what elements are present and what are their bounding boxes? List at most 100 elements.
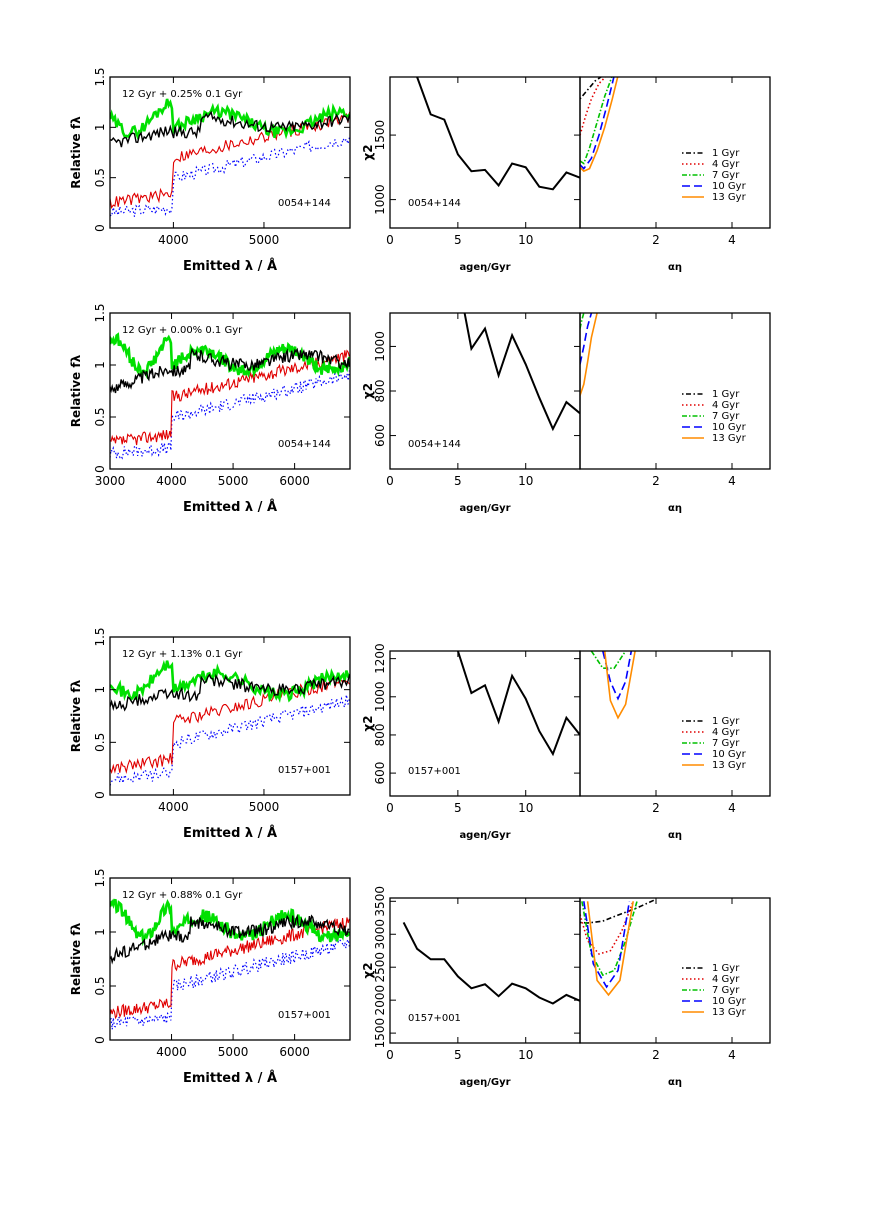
panel-spectrum: 4000 5000 6000 0 0.5 1 1.5 Emitted λ / Å Relativ… — [69, 868, 351, 1086]
x-axis-label: Emitted λ / Å — [183, 258, 277, 274]
panel-spectrum: 4000 5000 0 0.5 1 1.5 Emitted λ / Å Relative fλ… — [69, 627, 351, 841]
x-tick-label: 4000 — [158, 233, 189, 247]
y-tick-label: 0.5 — [93, 733, 107, 752]
object-label: 0157+001 — [408, 1013, 461, 1024]
legend-label: 1 Gyr — [712, 389, 740, 400]
chi2-alpha-line — [580, 77, 607, 136]
x-tick-label: 4000 — [156, 474, 187, 488]
chi2-alpha-line — [580, 898, 657, 924]
x-tick-label: 5000 — [218, 474, 249, 488]
y-tick-label: 1.5 — [93, 303, 107, 322]
object-label: 0157+001 — [278, 1010, 331, 1021]
y-tick-label: 1.5 — [93, 67, 107, 86]
y-axis-label: Relative fλ — [69, 354, 83, 427]
chi2-alpha-line — [583, 901, 631, 989]
x-tick-label: 5 — [454, 801, 462, 815]
spectrum-trace-old — [110, 914, 350, 965]
chi2-alpha-line — [580, 313, 593, 365]
y-tick-label: 1 — [93, 928, 107, 936]
y-axis-label: χ2 — [361, 144, 375, 160]
y-tick-label: 1000 — [373, 331, 387, 362]
spectrum-trace-red — [110, 676, 350, 775]
y-tick-label: 800 — [373, 380, 387, 403]
plot-area — [110, 898, 350, 1030]
plot-area — [580, 313, 598, 396]
chi2-alpha-line — [586, 901, 634, 997]
legend-label: 1 Gyr — [712, 148, 740, 159]
x-tick-label: 2 — [652, 801, 660, 815]
legend-label: 4 Gyr — [712, 727, 740, 738]
x-tick-label: 3000 — [95, 474, 126, 488]
x-tick-label: 2 — [652, 474, 660, 488]
spectrum-trace-old — [110, 673, 350, 712]
chi2-age-line — [402, 921, 580, 1005]
x-tick-label: 10 — [518, 1048, 533, 1062]
x-tick-label: 5 — [454, 233, 462, 247]
plot-area — [416, 77, 580, 191]
y-tick-label: 0.5 — [93, 976, 107, 995]
panel-frame — [109, 312, 351, 470]
panel-chi2-age: 0 5 10 1000 1500 ageη/Gyr χ2 0054+144 — [361, 76, 581, 273]
x-tick-label: 4 — [728, 474, 736, 488]
legend-label: 10 Gyr — [712, 422, 747, 433]
x-tick-label: 4000 — [156, 1045, 187, 1059]
legend-label: 7 Gyr — [712, 738, 740, 749]
panel-annotation: 12 Gyr + 0.00% 0.1 Gyr — [122, 325, 243, 336]
object-label: 0157+001 — [408, 766, 461, 777]
y-tick-label: 800 — [373, 723, 387, 746]
legend-label: 4 Gyr — [712, 400, 740, 411]
spectrum-trace-blue — [110, 136, 350, 218]
y-tick-label: 600 — [373, 424, 387, 447]
panel-frame — [579, 897, 771, 1044]
spectrum-trace-green — [110, 98, 350, 141]
legend-label: 10 Gyr — [712, 749, 747, 760]
plot-area — [580, 77, 619, 173]
x-axis-label: αη — [668, 830, 682, 841]
x-tick-label: 10 — [518, 474, 533, 488]
y-tick-label: 1 — [93, 686, 107, 694]
plot-area — [402, 921, 580, 1005]
y-tick-label: 600 — [373, 762, 387, 785]
x-tick-label: 10 — [518, 801, 533, 815]
panel-frame — [109, 76, 351, 229]
chi2-alpha-line — [580, 313, 598, 396]
y-axis-label: Relative fλ — [69, 116, 83, 189]
chi2-alpha-line — [602, 651, 633, 701]
plot-area — [463, 313, 580, 432]
y-axis-label: Relative fλ — [69, 922, 83, 995]
panel-chi2-age: 0 5 10 600 800 1000 1200 ageη/Gyr χ2 0157+001 — [361, 643, 581, 841]
y-tick-label: 0 — [93, 791, 107, 799]
y-tick-label: 1500 — [373, 1018, 387, 1049]
chi2-age-line — [456, 651, 580, 757]
object-label: 0054+144 — [278, 439, 331, 450]
y-tick-label: 1 — [93, 124, 107, 132]
plot-area — [110, 659, 350, 786]
y-tick-label: 0.5 — [93, 168, 107, 187]
chi2-alpha-line — [603, 651, 636, 720]
panel-frame — [109, 877, 351, 1041]
y-tick-label: 0 — [93, 1036, 107, 1044]
plot-area — [110, 98, 350, 218]
panel-annotation: 12 Gyr + 0.25% 0.1 Gyr — [122, 89, 243, 100]
x-axis-label: αη — [668, 262, 682, 273]
panel-frame — [579, 312, 771, 470]
legend-label: 13 Gyr — [712, 760, 747, 771]
spectrum-trace-blue — [110, 694, 350, 786]
object-label: 0054+144 — [408, 198, 461, 209]
panel-frame — [579, 76, 771, 229]
x-tick-label: 0 — [386, 801, 394, 815]
y-tick-label: 2000 — [373, 985, 387, 1016]
y-tick-label: 2500 — [373, 952, 387, 983]
chi2-age-line — [463, 313, 580, 432]
plot-area — [580, 898, 657, 997]
object-label: 0054+144 — [278, 198, 331, 209]
x-tick-label: 4000 — [158, 800, 189, 814]
x-tick-label: 0 — [386, 474, 394, 488]
legend-label: 13 Gyr — [712, 1007, 747, 1018]
plot-area — [456, 651, 580, 757]
panel-frame — [579, 650, 771, 797]
